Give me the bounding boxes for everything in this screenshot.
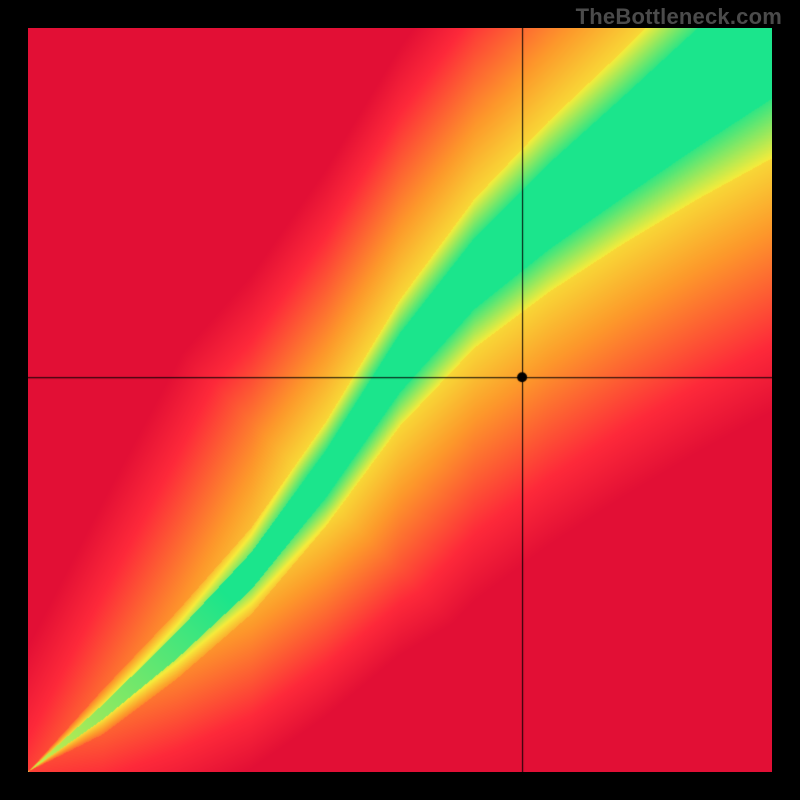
watermark-text: TheBottleneck.com (576, 4, 782, 30)
chart-container: TheBottleneck.com (0, 0, 800, 800)
bottleneck-heatmap (28, 28, 772, 772)
